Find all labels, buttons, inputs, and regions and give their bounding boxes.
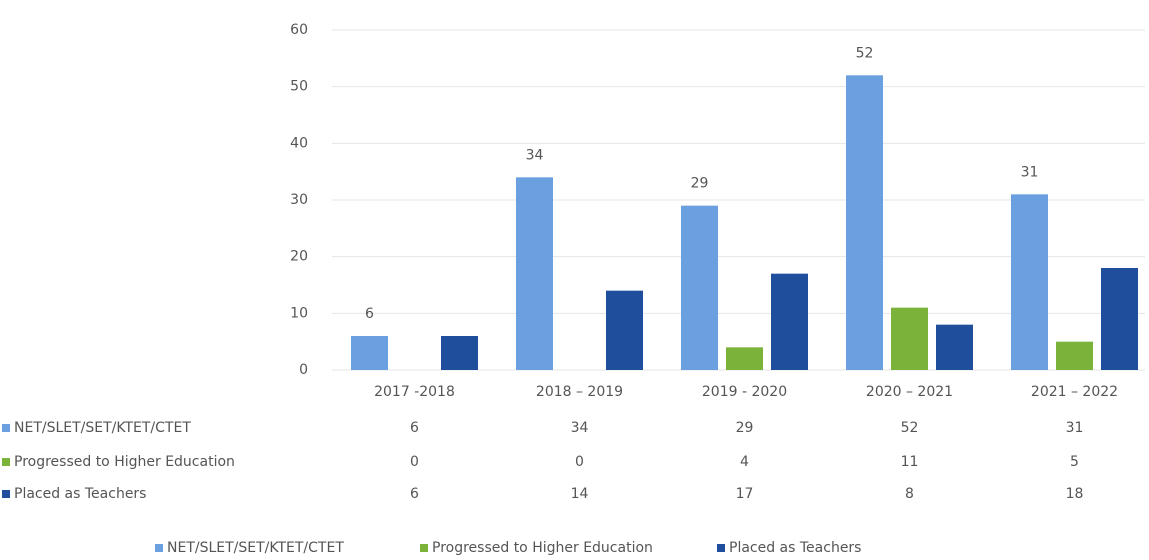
data-label: 6	[365, 306, 374, 322]
table-cell: 17	[736, 486, 754, 502]
table-row-label: NET/SLET/SET/KTET/CTET	[14, 420, 191, 436]
bar	[771, 273, 808, 370]
table-cell: 29	[736, 420, 754, 436]
y-tick-label: 20	[290, 249, 308, 265]
table-cell: 6	[410, 420, 419, 436]
table-cell: 18	[1066, 486, 1084, 502]
legend-swatch	[2, 424, 10, 432]
bar	[891, 307, 928, 370]
table-cell: 11	[901, 454, 919, 470]
legend-swatch	[2, 490, 10, 498]
bar	[606, 290, 643, 370]
x-tick-label: 2020 – 2021	[866, 384, 953, 400]
legend-label: Placed as Teachers	[729, 540, 861, 556]
legend-swatch	[155, 544, 163, 552]
bar	[441, 336, 478, 370]
x-tick-label: 2017 -2018	[374, 384, 455, 400]
x-tick-label: 2019 - 2020	[702, 384, 787, 400]
y-tick-label: 10	[290, 305, 308, 321]
y-tick-label: 30	[290, 192, 308, 208]
y-tick-label: 50	[290, 79, 308, 95]
table-cell: 6	[410, 486, 419, 502]
table-cell: 31	[1066, 420, 1084, 436]
data-label: 52	[856, 45, 874, 61]
table-cell: 0	[575, 454, 584, 470]
table-cell: 8	[905, 486, 914, 502]
legend-label: Progressed to Higher Education	[432, 540, 653, 556]
table-cell: 52	[901, 420, 919, 436]
bar	[846, 75, 883, 370]
table-cell: 0	[410, 454, 419, 470]
x-tick-label: 2018 – 2019	[536, 384, 623, 400]
y-tick-label: 40	[290, 135, 308, 151]
table-cell: 14	[571, 486, 589, 502]
x-tick-label: 2021 – 2022	[1031, 384, 1118, 400]
table-row-label: Placed as Teachers	[14, 486, 146, 502]
legend-swatch	[717, 544, 725, 552]
bar	[726, 347, 763, 370]
table-cell: 5	[1070, 454, 1079, 470]
bar	[1056, 341, 1093, 370]
bar	[1011, 194, 1048, 370]
y-tick-label: 0	[299, 362, 308, 378]
bar	[936, 324, 973, 370]
table-cell: 34	[571, 420, 589, 436]
legend-swatch	[2, 458, 10, 466]
bar	[1101, 268, 1138, 370]
bar	[681, 205, 718, 370]
data-label: 29	[691, 176, 709, 192]
table-row-label: Progressed to Higher Education	[14, 454, 235, 470]
legend-swatch	[420, 544, 428, 552]
data-label: 31	[1021, 164, 1039, 180]
bar	[351, 336, 388, 370]
y-tick-label: 60	[290, 22, 308, 38]
bar	[516, 177, 553, 370]
data-label: 34	[526, 147, 544, 163]
table-cell: 4	[740, 454, 749, 470]
legend-label: NET/SLET/SET/KTET/CTET	[167, 540, 344, 556]
